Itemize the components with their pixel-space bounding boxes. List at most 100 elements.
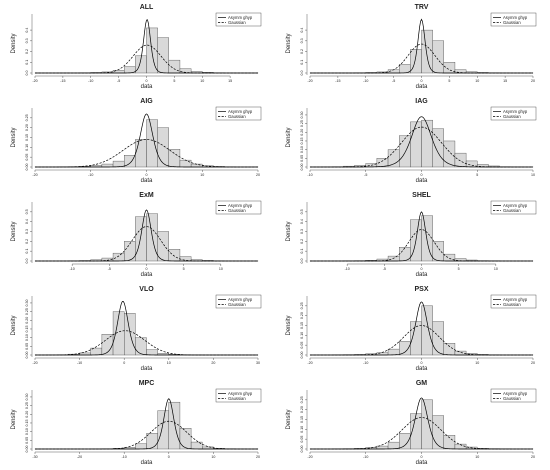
- x-tick-label: 10: [475, 455, 479, 459]
- x-tick-label: -10: [77, 361, 82, 365]
- histogram-bar: [135, 139, 147, 168]
- x-tick-label: -20: [32, 361, 37, 365]
- legend-label: Gaussian: [503, 114, 521, 119]
- y-axis-label: Density: [286, 33, 292, 53]
- y-tick-label: 0.4: [300, 219, 304, 224]
- x-tick-label: 20: [256, 173, 260, 177]
- y-tick-label: 0.05: [300, 342, 304, 349]
- y-tick-label: 0.20: [300, 406, 304, 413]
- x-tick-label: 20: [531, 79, 535, 83]
- panel-title: IAG: [415, 98, 428, 105]
- x-tick-label: 0: [421, 267, 423, 271]
- x-axis-label: data: [141, 178, 153, 184]
- x-tick-label: 20: [211, 361, 215, 365]
- histogram-bar: [135, 337, 147, 356]
- y-tick-label: 0.10: [25, 334, 29, 341]
- histogram-panel: SHEL Density data -10 -5 0 5 10 0.0 0.1 0.2 0.3 0.4 0…: [286, 192, 537, 278]
- y-tick-label: 0.3: [300, 38, 304, 43]
- x-tick-label: -5: [364, 173, 367, 177]
- y-tick-label: 0.15: [25, 419, 29, 426]
- histogram-bar: [168, 149, 181, 168]
- x-tick-label: 10: [200, 79, 204, 83]
- x-axis-label: data: [416, 460, 428, 466]
- y-tick-label: 0.05: [25, 154, 29, 161]
- x-tick-label: -10: [70, 267, 75, 271]
- histogram-bar: [124, 313, 136, 356]
- panel-title: GM: [416, 380, 427, 387]
- legend-label: Asymm ghyp: [503, 15, 528, 20]
- legend-label: Asymm ghyp: [503, 297, 528, 302]
- y-tick-label: 0.0: [300, 71, 304, 76]
- legend-label: Gaussian: [503, 396, 521, 401]
- x-tick-label: -15: [60, 79, 65, 83]
- panel-title: SHEL: [412, 192, 431, 199]
- x-tick-label: 0: [146, 173, 148, 177]
- y-tick-label: 0.00: [25, 352, 29, 359]
- x-tick-label: 5: [476, 173, 478, 177]
- histogram-bar: [157, 410, 169, 450]
- histogram-bar: [112, 70, 125, 74]
- legend-label: Asymm ghyp: [503, 109, 528, 114]
- x-tick-label: -10: [88, 79, 93, 83]
- histogram-panel: VLO Density data -20 -10 0 10 20 30 0.00 0.05 0.10 0…: [11, 286, 262, 372]
- histogram-bar: [157, 127, 169, 168]
- y-tick-label: 0.0: [300, 259, 304, 264]
- y-tick-label: 0.1: [25, 249, 29, 254]
- y-tick-label: 0.15: [300, 137, 304, 144]
- histogram-bar: [168, 401, 181, 450]
- x-tick-label: -10: [122, 455, 127, 459]
- legend-box: [490, 12, 537, 27]
- x-tick-label: 10: [211, 455, 215, 459]
- legend-box: [215, 106, 262, 121]
- panel-title: MPC: [139, 380, 155, 387]
- x-tick-label: 20: [256, 455, 260, 459]
- x-axis-label: data: [416, 178, 428, 184]
- y-tick-label: 0.25: [25, 114, 29, 121]
- histogram-bar: [399, 433, 411, 450]
- histogram-bar: [421, 399, 433, 450]
- gaussian-curve: [35, 420, 258, 450]
- legend-box: [490, 294, 537, 309]
- histogram-bar: [387, 348, 400, 356]
- y-tick-label: 0.20: [300, 129, 304, 136]
- y-tick-label: 0.20: [25, 411, 29, 418]
- gaussian-curve: [35, 139, 258, 168]
- histogram-panel: PSX Density data -20 -10 0 10 20 0.00 0.05 0.10 0.1…: [286, 286, 537, 372]
- gaussian-curve: [35, 226, 258, 262]
- y-tick-label: 0.2: [300, 239, 304, 244]
- y-tick-label: 0.2: [300, 49, 304, 54]
- histogram-bar: [454, 152, 467, 168]
- histogram-bar: [387, 441, 400, 450]
- x-tick-label: -10: [363, 455, 368, 459]
- legend-box: [490, 106, 537, 121]
- legend-label: Gaussian: [503, 20, 521, 25]
- legend-box: [215, 294, 262, 309]
- x-tick-label: 10: [531, 173, 535, 177]
- histogram-bar: [443, 62, 456, 74]
- x-tick-label: -20: [307, 79, 312, 83]
- y-tick-label: 0.15: [300, 322, 304, 329]
- y-axis-label: Density: [11, 221, 17, 241]
- y-tick-label: 0.30: [300, 111, 304, 118]
- y-tick-label: 0.3: [300, 229, 304, 234]
- y-tick-label: 0.1: [300, 60, 304, 65]
- legend-label: Asymm ghyp: [228, 391, 253, 396]
- y-tick-label: 0.30: [25, 299, 29, 306]
- legend-label: Gaussian: [228, 302, 246, 307]
- x-tick-label: 0: [421, 173, 423, 177]
- panel-title: ExM: [139, 192, 154, 199]
- legend-box: [490, 200, 537, 215]
- x-tick-label: -20: [307, 455, 312, 459]
- x-tick-label: 15: [228, 79, 232, 83]
- x-tick-label: 0: [146, 79, 148, 83]
- legend-label: Gaussian: [228, 208, 246, 213]
- x-tick-label: 15: [503, 79, 507, 83]
- x-tick-label: -5: [117, 79, 120, 83]
- histogram-bar: [432, 321, 444, 356]
- x-tick-label: 10: [475, 79, 479, 83]
- x-tick-label: 0: [421, 361, 423, 365]
- y-axis-label: Density: [11, 409, 17, 429]
- histogram-bar: [443, 343, 456, 356]
- x-tick-label: -5: [383, 267, 386, 271]
